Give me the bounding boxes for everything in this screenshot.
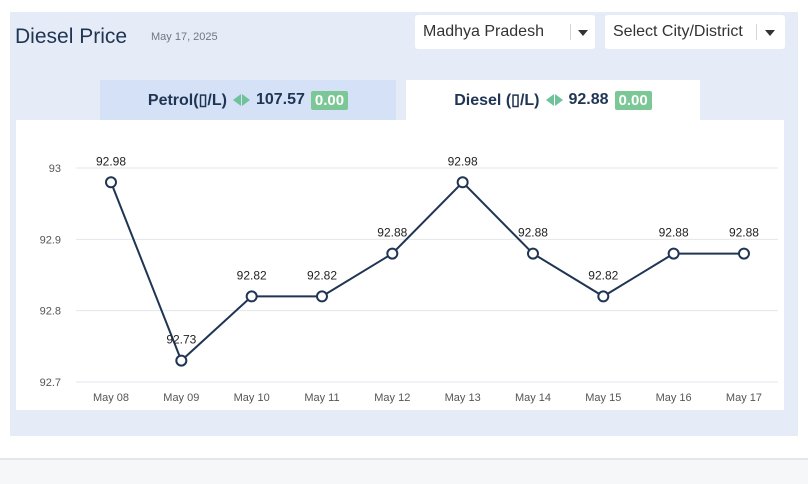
tab-diesel-label: Diesel (▯/L) [454,92,540,109]
x-tick-label: May 09 [163,392,199,404]
x-tick-label: May 15 [585,392,621,404]
chevron-down-icon [578,30,588,36]
data-label: 92.82 [307,268,337,282]
price-date: May 17, 2025 [151,31,218,43]
x-tick-label: May 16 [656,392,692,404]
data-label: 92.98 [96,154,126,168]
chevron-down-icon [765,30,775,36]
tab-diesel-price: 92.88 [568,91,609,108]
data-point [526,247,539,260]
data-label: 92.82 [588,268,618,282]
tab-petrol-change-badge: 0.00 [310,90,349,110]
x-tick-label: May 14 [515,392,551,404]
x-tick-label: May 11 [304,392,339,404]
tab-petrol[interactable]: Petrol(▯/L) 107.57 0.00 [100,80,396,120]
y-tick-label: 93 [49,163,61,175]
y-tick-label: 92.8 [40,306,61,318]
page-title: Diesel Price [15,25,128,48]
x-tick-label: May 17 [726,392,762,404]
data-label: 92.88 [729,226,759,240]
tab-diesel-change-badge: 0.00 [614,90,652,110]
next-section [0,460,808,484]
data-label: 92.82 [237,268,267,282]
data-point [105,176,117,189]
tab-diesel[interactable]: Diesel (▯/L) 92.88 0.00 [406,80,700,120]
data-point [175,354,188,367]
data-point [597,290,610,303]
x-tick-label: May 12 [374,392,410,404]
state-select[interactable]: Madhya Pradesh [415,15,595,49]
data-label: 92.88 [377,226,407,240]
data-point [315,290,328,303]
data-point [737,247,750,260]
chart-container: 92.7 92.8 92.9 93 May 08 May 09 May 10 May 11 Ma… [16,120,784,410]
data-point [667,247,680,260]
data-label: 92.88 [518,226,548,240]
data-point [386,247,399,260]
y-tick-label: 92.9 [40,234,61,246]
tab-petrol-price: 107.57 [255,91,305,108]
data-label: 92.98 [448,154,478,168]
x-tick-label: May 08 [93,392,129,404]
x-tick-label: May 13 [445,392,481,404]
price-change-arrows-icon [232,94,250,106]
data-label: 92.88 [659,226,689,240]
tab-petrol-label: Petrol(▯/L) [147,92,227,109]
series-line [110,180,744,363]
select-divider [570,24,571,40]
city-select-value: Select City/District [613,23,743,40]
select-divider [756,24,757,40]
section-divider [0,458,808,460]
state-select-value: Madhya Pradesh [423,23,544,40]
data-label: 92.73 [166,333,196,347]
city-select[interactable]: Select City/District [605,15,785,49]
price-change-arrows-icon [545,94,563,106]
data-point [456,176,469,189]
x-tick-label: May 10 [234,392,270,404]
price-line-chart: 92.7 92.8 92.9 93 May 08 May 09 May 10 May 11 Ma… [40,154,778,404]
data-point [245,290,258,303]
y-tick-label: 92.7 [40,377,61,389]
